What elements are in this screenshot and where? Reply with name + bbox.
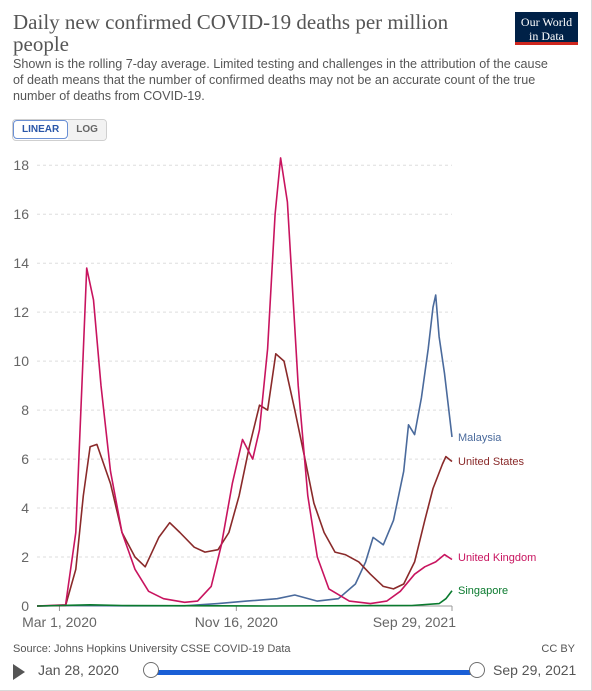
play-icon[interactable] <box>13 664 25 680</box>
series-line-united-kingdom <box>36 157 453 607</box>
timeline-start-label[interactable]: Jan 28, 2020 <box>38 662 119 678</box>
timeline-track[interactable] <box>150 670 477 675</box>
y-tick-label: 6 <box>21 451 29 467</box>
y-tick-label: 14 <box>13 255 29 271</box>
series-label: Singapore <box>458 585 508 597</box>
chart-subtitle: Shown is the rolling 7-day average. Limi… <box>13 57 548 103</box>
scale-toggle: LINEAR LOG <box>12 119 107 141</box>
series-line-united-states <box>36 352 453 607</box>
timeline-end-label[interactable]: Sep 29, 2021 <box>493 662 577 678</box>
y-tick-label: 10 <box>13 353 29 369</box>
y-tick-label: 16 <box>13 206 29 222</box>
timeline-start-handle[interactable] <box>143 662 159 678</box>
y-tick-label: 18 <box>13 157 29 173</box>
series-label: Malaysia <box>458 432 502 444</box>
log-scale-button[interactable]: LOG <box>68 120 106 140</box>
series-label: United Kingdom <box>458 552 536 564</box>
x-tick-label: Mar 1, 2020 <box>22 614 97 630</box>
logo-line-2: in Data <box>529 29 564 43</box>
logo-line-1: Our World <box>520 15 573 29</box>
series-line-malaysia <box>36 294 453 607</box>
x-tick-label: Nov 16, 2020 <box>195 614 278 630</box>
source-note: Source: Johns Hopkins University CSSE CO… <box>13 643 291 655</box>
y-tick-label: 12 <box>13 304 29 320</box>
linear-scale-button[interactable]: LINEAR <box>13 120 69 139</box>
y-tick-label: 2 <box>21 549 29 565</box>
y-tick-label: 8 <box>21 402 29 418</box>
timeline-end-handle[interactable] <box>469 662 485 678</box>
license-link[interactable]: CC BY <box>541 643 575 655</box>
y-tick-label: 0 <box>21 598 29 614</box>
series-label: United States <box>458 456 525 468</box>
y-tick-label: 4 <box>21 500 29 516</box>
owid-logo[interactable]: Our World in Data <box>515 12 578 45</box>
x-tick-label: Sep 29, 2021 <box>373 614 457 630</box>
series-line-singapore <box>36 590 453 607</box>
line-chart: 0 2 4 6 8 10 12 14 16 18 Mar 1, 2020 Nov 16, 2020 Se… <box>13 157 536 630</box>
chart-title: Daily new confirmed COVID-19 deaths per … <box>13 10 449 56</box>
